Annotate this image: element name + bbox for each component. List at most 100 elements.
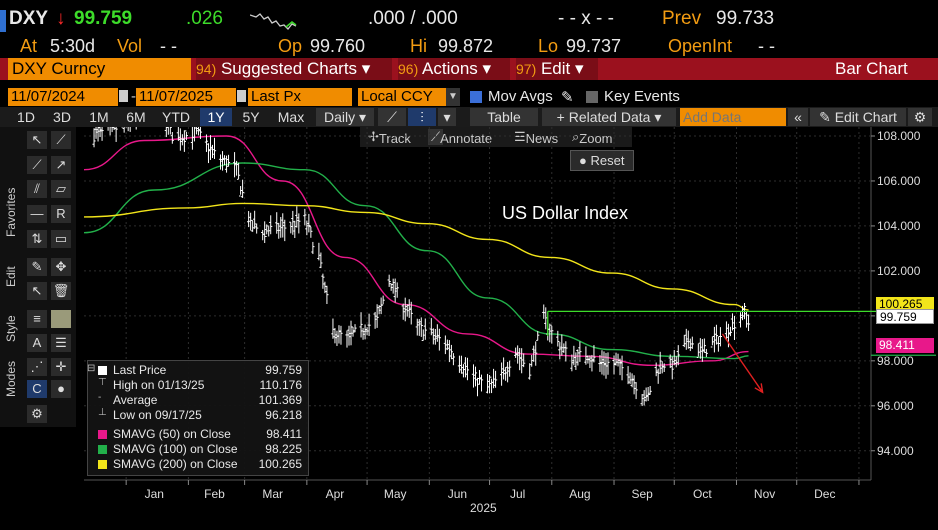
font-icon[interactable]: A — [27, 334, 47, 352]
channel-icon[interactable]: ⫽ — [27, 180, 47, 198]
legend-item[interactable]: Last Price 99.759 — [88, 363, 308, 378]
annotate-tool[interactable]: ⟋ Annotate — [428, 129, 492, 146]
range-1d[interactable]: 1D — [17, 109, 35, 125]
chart-type-label[interactable]: Bar Chart — [835, 59, 908, 78]
range-max[interactable]: Max — [277, 109, 305, 125]
x-axis-year: 2025 — [470, 501, 497, 515]
price-bar — [335, 330, 339, 346]
palette-icon[interactable]: ● — [51, 380, 71, 398]
price-bar — [389, 283, 393, 291]
calendar-icon[interactable] — [119, 90, 128, 102]
price-bar — [381, 295, 385, 306]
price-bar — [379, 297, 383, 315]
dropdown-chevron-icon[interactable]: ▼ — [446, 88, 460, 106]
legend-item[interactable]: SMAVG (100) on Close 98.225 — [88, 442, 308, 457]
bar-chart-icon[interactable]: ⫶ — [408, 108, 436, 126]
trash-icon[interactable]: 🗑 — [51, 282, 71, 300]
move-icon[interactable]: ✥ — [51, 258, 71, 276]
price-bar — [291, 210, 295, 235]
price-chart[interactable]: 94.00096.00098.000100.000102.000104.0001… — [76, 127, 938, 520]
price-bar — [166, 127, 169, 135]
chevron-down-icon[interactable]: ▾ — [438, 108, 456, 126]
calendar-icon[interactable] — [237, 90, 246, 102]
crosshair-icon[interactable]: ✛ — [51, 358, 71, 376]
edit-menu[interactable]: 97) Edit ▾ — [516, 58, 598, 80]
range-1m[interactable]: 1M — [89, 109, 109, 125]
legend-item[interactable]: ⊤ High on 01/13/25 110.176 — [88, 377, 308, 393]
pen-icon[interactable]: ✎ — [27, 258, 47, 276]
price-bar — [744, 311, 749, 328]
settings-gear-icon[interactable]: ⚙ — [27, 405, 47, 423]
legend-value: 98.411 — [266, 427, 302, 441]
line-draw-icon[interactable]: ⟋ — [51, 131, 71, 149]
modes-tab[interactable]: Modes — [4, 360, 18, 397]
favorites-tab[interactable]: Favorites — [4, 187, 18, 237]
style-tab[interactable]: Style — [4, 315, 18, 342]
suggested-charts-menu[interactable]: 94) Suggested Charts ▾ — [196, 58, 392, 80]
rectangle-icon[interactable]: ▭ — [51, 230, 71, 248]
legend-value: 98.225 — [265, 442, 302, 456]
price-bar — [457, 355, 462, 373]
price-bar — [107, 127, 109, 131]
legend-item[interactable]: SMAVG (50) on Close 98.411 — [88, 427, 308, 442]
gear-icon[interactable]: ⚙ — [908, 108, 932, 126]
parallel-icon[interactable]: ▱ — [51, 180, 71, 198]
range-5y[interactable]: 5Y — [242, 109, 260, 125]
legend-item[interactable]: SMAVG (200) on Close 100.265 — [88, 457, 308, 472]
start-date-field[interactable]: 11/07/2024 — [8, 88, 118, 106]
price-bar — [626, 366, 630, 385]
price-bar — [570, 354, 574, 372]
dotted-line-icon[interactable]: ⋰ — [27, 358, 47, 376]
related-data-button[interactable]: + Related Data ▾ — [542, 108, 676, 126]
thickness-icon[interactable]: ☰ — [51, 334, 71, 352]
collapse-icon[interactable]: « — [788, 108, 808, 126]
checkbox-unchecked-icon[interactable] — [586, 91, 598, 103]
sma50-tag: 98.411 — [876, 338, 934, 353]
range-6m[interactable]: 6M — [126, 109, 146, 125]
vol-label: Vol — [117, 36, 143, 56]
add-data-input[interactable] — [680, 108, 786, 126]
pencil-icon[interactable]: ✎ — [561, 89, 574, 106]
pointer-icon[interactable]: ↖ — [27, 131, 47, 149]
track-tool[interactable]: ✢ Track — [368, 129, 411, 146]
currency-selector[interactable]: Local CCY — [358, 88, 446, 106]
price-bar — [125, 127, 127, 128]
period-selector[interactable]: Daily ▾ — [316, 108, 374, 126]
low-marker-icon: ⊥ — [98, 407, 107, 418]
fib-icon[interactable]: ⇅ — [27, 230, 47, 248]
security-field[interactable]: DXY Curncy — [8, 58, 191, 80]
actions-menu[interactable]: 96) Actions ▾ — [398, 58, 510, 80]
line-style-icon[interactable]: ≡ — [27, 310, 47, 328]
checkbox-checked-icon[interactable] — [470, 91, 482, 103]
legend-item[interactable]: ⊥ Low on 09/17/25 96.218 — [88, 407, 308, 423]
color-swatch-icon[interactable] — [51, 310, 71, 328]
price-bar — [634, 382, 638, 400]
legend-collapse-icon[interactable]: ⊟ — [87, 363, 96, 374]
reset-button[interactable]: ● Reset — [570, 150, 634, 171]
magnet-icon[interactable]: C — [27, 380, 47, 398]
price-bar — [473, 366, 478, 387]
retracement-icon[interactable]: R — [51, 205, 71, 223]
price-bar — [508, 360, 512, 377]
line-chart-icon[interactable]: ⟋ — [378, 108, 406, 126]
ray-icon[interactable]: ↗ — [51, 156, 71, 174]
trend-line-icon[interactable]: ⟋ — [27, 156, 47, 174]
range-1y[interactable]: 1Y — [200, 108, 232, 126]
price-bar — [471, 364, 476, 388]
price-bar — [407, 299, 411, 318]
x-tick-label: Jun — [448, 487, 467, 501]
legend-item[interactable]: - Average 101.369 — [88, 392, 308, 408]
zoom-tool[interactable]: ⌕ Zoom — [572, 129, 613, 146]
edit-tab[interactable]: Edit — [4, 266, 18, 287]
select-icon[interactable]: ↖ — [27, 282, 47, 300]
field-selector[interactable]: Last Px — [248, 88, 352, 106]
table-button[interactable]: Table — [470, 108, 538, 126]
price-bar — [387, 274, 391, 287]
price-bar — [738, 312, 743, 328]
edit-chart-button[interactable]: ✎ Edit Chart — [810, 108, 906, 126]
end-date-field[interactable]: 11/07/2025 — [136, 88, 236, 106]
horizontal-line-icon[interactable]: — — [27, 205, 47, 223]
range-ytd[interactable]: YTD — [162, 109, 190, 125]
news-tool[interactable]: ☰ News — [514, 129, 559, 146]
range-3d[interactable]: 3D — [53, 109, 71, 125]
